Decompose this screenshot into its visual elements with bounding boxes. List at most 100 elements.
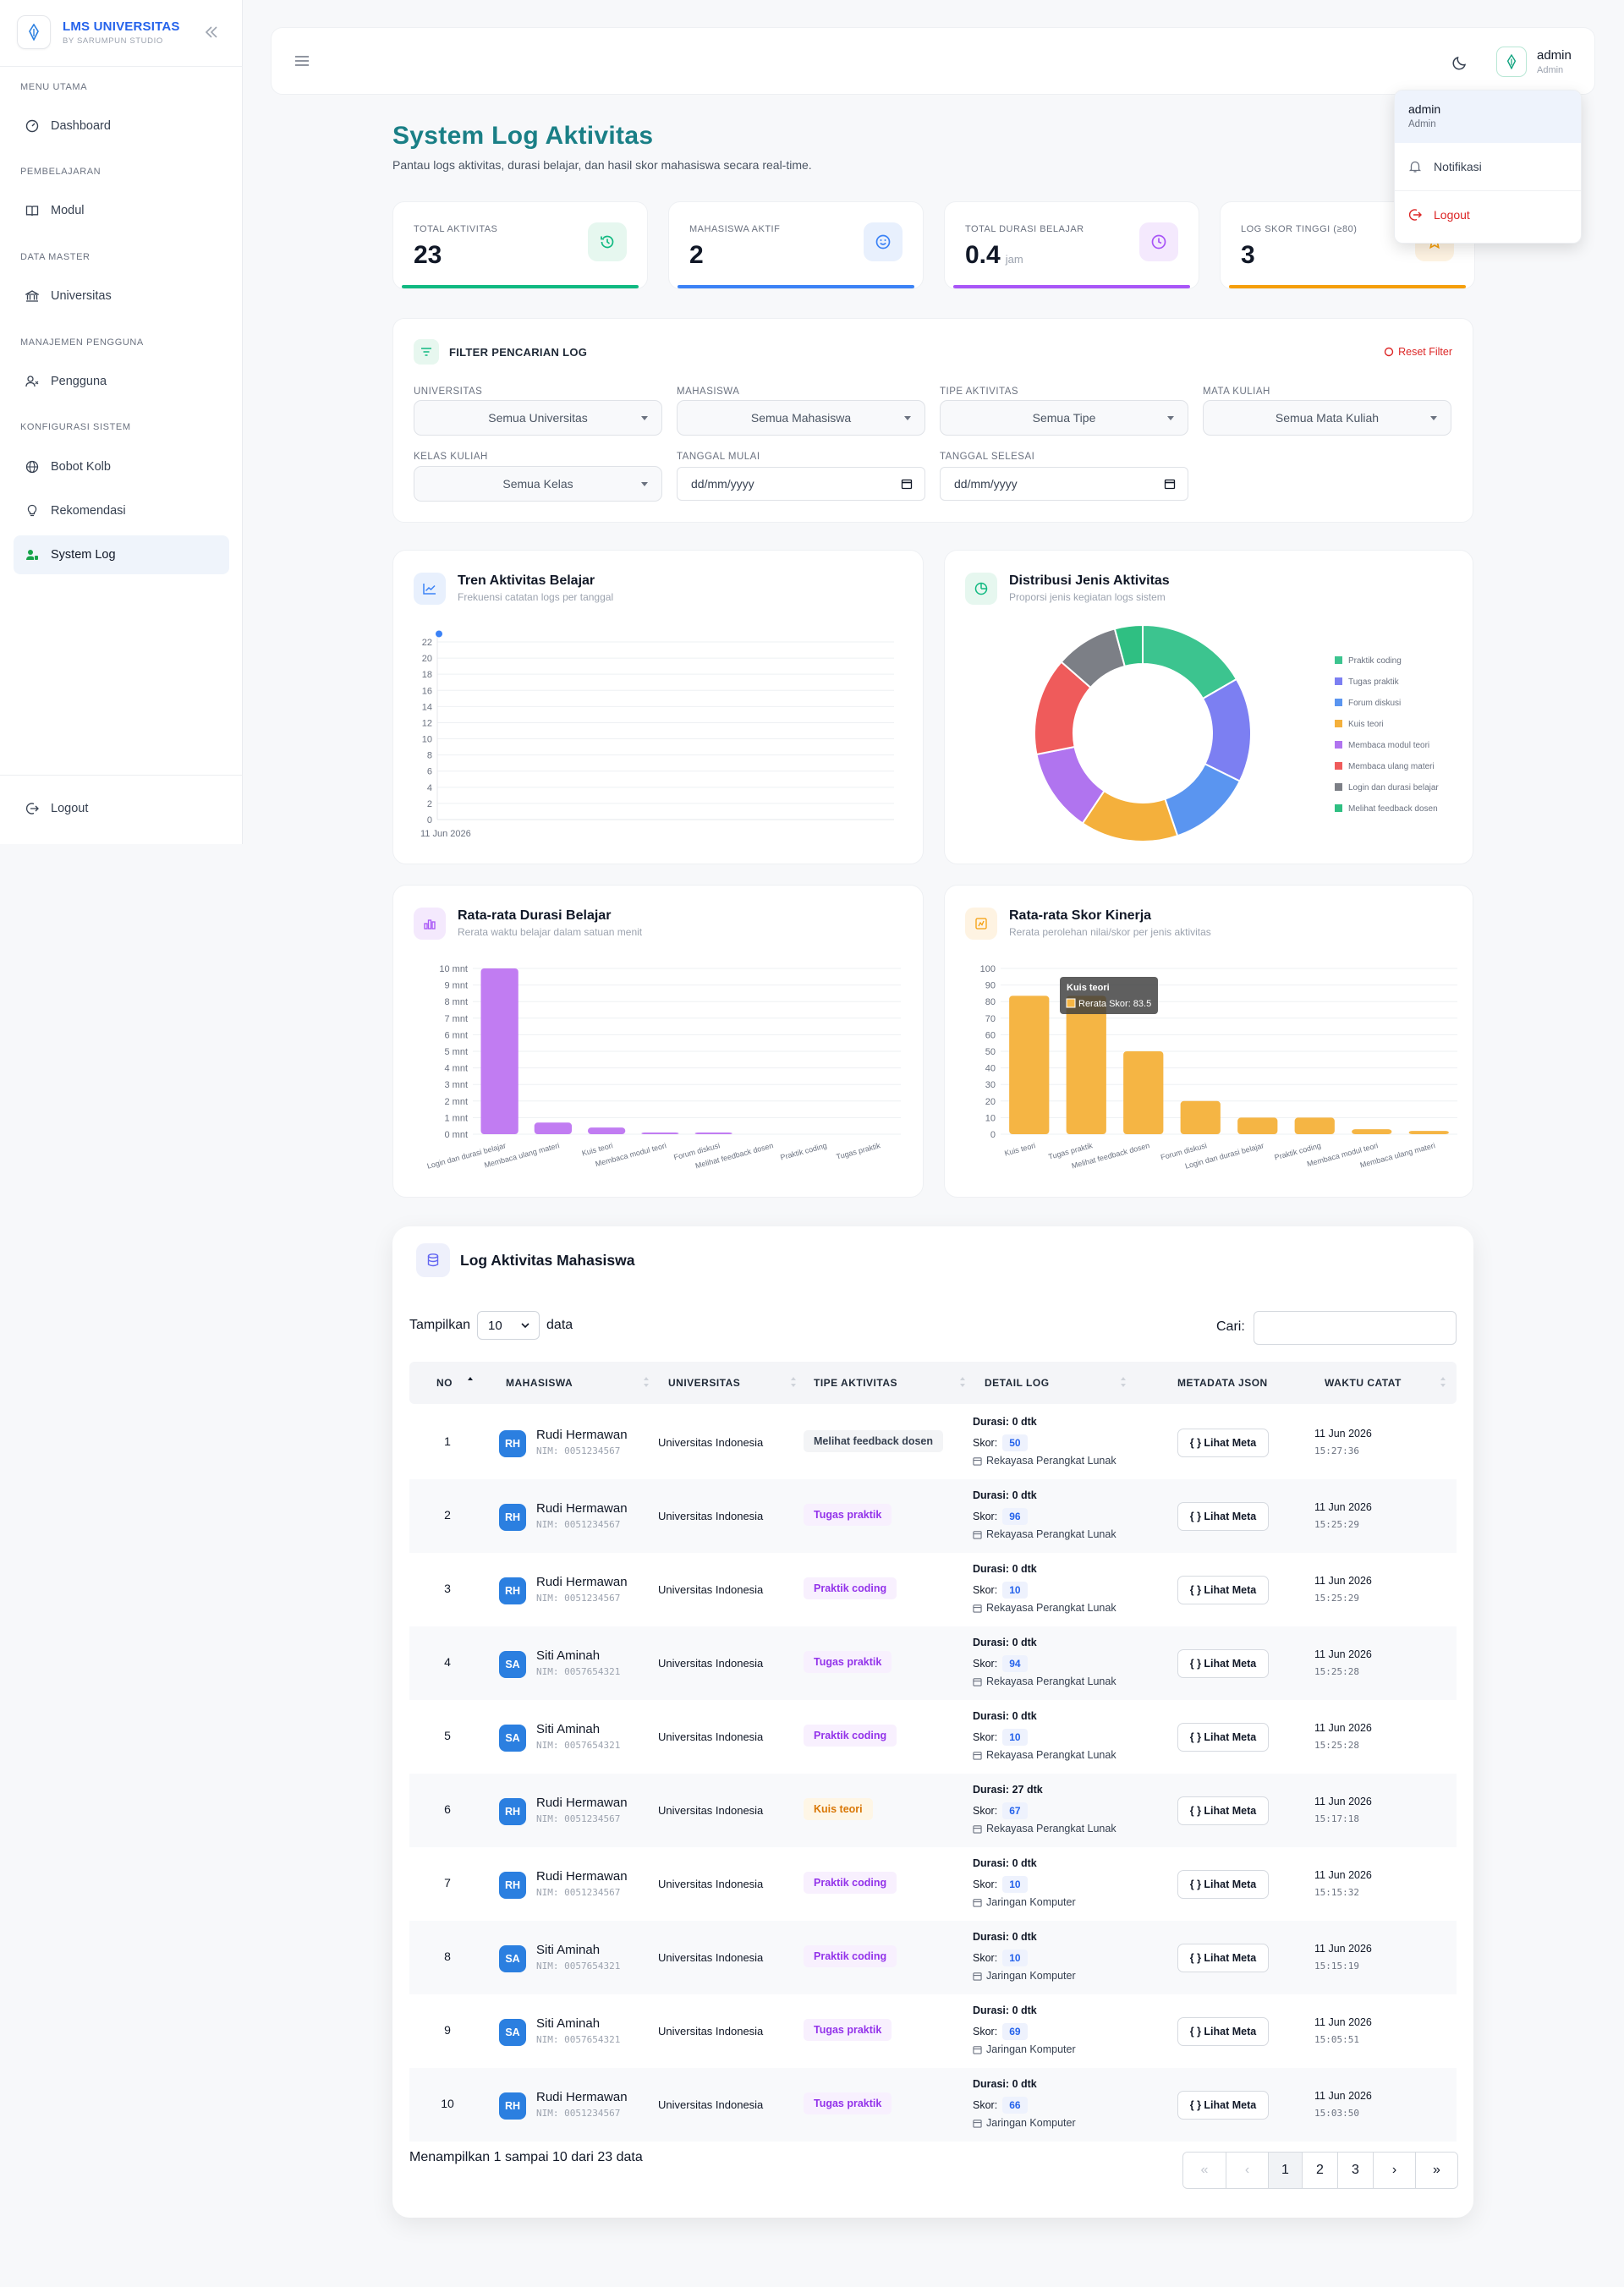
duration-detail: Durasi: 0 dtk [973,1637,1037,1648]
legend-label: Membaca ulang materi [1348,762,1435,771]
bar[interactable] [694,1133,732,1134]
page-last[interactable]: » [1415,2153,1457,2188]
select-kelas-kuliah[interactable]: Semua Kelas [414,466,662,502]
dropdown-notifikasi[interactable]: Notifikasi [1395,143,1581,190]
label-kelas-kuliah: KELAS KULIAH [414,452,488,462]
sidebar-item-modul[interactable]: Modul [14,191,229,230]
course-detail: Rekayasa Perangkat Lunak [973,1823,1116,1835]
university-name: Universitas Indonesia [658,2098,764,2111]
y-tick-label: 50 [985,1047,996,1057]
col-detail-log[interactable]: DETAIL LOG [985,1377,1050,1389]
logout-icon [25,803,39,814]
bar[interactable] [1237,1117,1278,1134]
course-detail: Rekayasa Perangkat Lunak [973,1675,1116,1687]
legend-swatch [1335,762,1342,770]
bar[interactable] [641,1133,679,1134]
stat-card-total-durasi: TOTAL DURASI BELAJAR 0.4 jam [944,201,1199,289]
legend-swatch [1335,720,1342,727]
sidebar-item-dashboard[interactable]: Dashboard [14,107,229,145]
collapse-sidebar-icon[interactable] [203,24,220,41]
bar[interactable] [1009,995,1050,1134]
table-header: NO MAHASISWA UNIVERSITAS TIPE AKTIVITAS … [409,1362,1457,1404]
view-meta-button[interactable]: { } Lihat Meta [1177,1870,1269,1899]
calendar-icon [973,1604,982,1613]
menu-toggle-icon[interactable] [294,53,310,69]
page-prev[interactable]: ‹ [1226,2153,1268,2188]
col-tipe-aktivitas[interactable]: TIPE AKTIVITAS [814,1377,898,1389]
view-meta-button[interactable]: { } Lihat Meta [1177,1429,1269,1457]
col-no[interactable]: NO [436,1377,453,1389]
select-mata-kuliah[interactable]: Semua Mata Kuliah [1203,400,1451,436]
data-point[interactable] [436,630,442,638]
page-1[interactable]: 1 [1268,2153,1302,2188]
page-2[interactable]: 2 [1302,2153,1337,2188]
log-date: 11 Jun 2026 [1314,1501,1372,1513]
brand[interactable]: LMS UNIVERSITAS BY SARUMPUN STUDIO [17,15,180,49]
score-badge: 50 [1002,1434,1028,1451]
y-tick-label: 3 mnt [444,1080,468,1090]
x-tick-label: 11 Jun 2026 [420,829,471,839]
sidebar-item-rekomendasi[interactable]: Rekomendasi [14,491,229,530]
sidebar-item-bobot-kolb[interactable]: Bobot Kolb [14,447,229,486]
calendar-icon [973,1824,982,1834]
view-meta-button[interactable]: { } Lihat Meta [1177,1944,1269,1972]
bar[interactable] [1066,995,1106,1134]
user-avatar[interactable] [1496,47,1527,77]
select-mahasiswa[interactable]: Semua Mahasiswa [677,400,925,436]
page-first[interactable]: « [1183,2153,1226,2188]
input-tanggal-mulai[interactable]: dd/mm/yyyy [677,467,925,501]
moon-icon[interactable] [1452,53,1469,70]
duration-detail: Durasi: 0 dtk [973,1489,1037,1501]
sidebar-item-universitas[interactable]: Universitas [14,277,229,315]
select-universitas[interactable]: Semua Universitas [414,400,662,436]
col-waktu-catat[interactable]: WAKTU CATAT [1325,1377,1402,1389]
log-date: 11 Jun 2026 [1314,1869,1372,1881]
bar[interactable] [1294,1117,1335,1134]
score-detail: Skor: 50 [973,1434,1028,1451]
bar[interactable] [1180,1100,1221,1134]
view-meta-button[interactable]: { } Lihat Meta [1177,1796,1269,1825]
activity-type-badge: Praktik coding [804,1725,897,1747]
bar[interactable] [1408,1131,1449,1134]
log-date: 11 Jun 2026 [1314,1722,1372,1734]
view-meta-button[interactable]: { } Lihat Meta [1177,1723,1269,1752]
activity-type-badge: Tugas praktik [804,2019,892,2041]
dropdown-logout[interactable]: Logout [1395,190,1581,238]
user-name[interactable]: admin [1537,48,1572,63]
sidebar-logout[interactable]: Logout [14,789,229,828]
y-tick-label: 80 [985,997,996,1007]
input-tanggal-selesai[interactable]: dd/mm/yyyy [940,467,1188,501]
col-universitas[interactable]: UNIVERSITAS [668,1377,741,1389]
view-meta-button[interactable]: { } Lihat Meta [1177,2017,1269,2046]
view-meta-button[interactable]: { } Lihat Meta [1177,1576,1269,1604]
row-number: 4 [444,1655,451,1669]
pie-slice[interactable] [1113,623,1144,668]
bar[interactable] [480,968,518,1134]
university-name: Universitas Indonesia [658,1510,764,1522]
bar[interactable] [534,1122,573,1134]
page-length-select[interactable]: 10 [477,1311,540,1340]
page-next[interactable]: › [1373,2153,1415,2188]
bar[interactable] [1352,1129,1392,1134]
clock-icon [1139,222,1178,261]
table-row: 9 SA Siti Aminah NIM: 0057654321 Universitas… [409,1994,1457,2068]
sidebar-item-pengguna[interactable]: Pengguna [14,362,229,401]
score-badge: 94 [1002,1655,1028,1672]
col-mahasiswa[interactable]: MAHASISWA [506,1377,573,1389]
select-tipe-aktivitas[interactable]: Semua Tipe [940,400,1188,436]
bar[interactable] [1123,1051,1164,1134]
view-meta-button[interactable]: { } Lihat Meta [1177,2091,1269,2120]
view-meta-button[interactable]: { } Lihat Meta [1177,1649,1269,1678]
tooltip-title: Kuis teori [1067,983,1110,993]
bar[interactable] [587,1127,626,1134]
search-input[interactable] [1254,1311,1457,1345]
log-table-card: Log Aktivitas Mahasiswa Tampilkan 10 dat… [392,1226,1473,2218]
sidebar-item-label: Rekomendasi [51,504,126,518]
pie-slice[interactable] [1164,762,1242,837]
page-3[interactable]: 3 [1337,2153,1373,2188]
sidebar-item-system-log[interactable]: System Log [14,535,229,574]
view-meta-button[interactable]: { } Lihat Meta [1177,1502,1269,1531]
tooltip-value: Rerata Skor: 83.5 [1078,999,1151,1009]
calendar-icon [973,1751,982,1760]
reset-filter-button[interactable]: Reset Filter [1384,346,1452,358]
